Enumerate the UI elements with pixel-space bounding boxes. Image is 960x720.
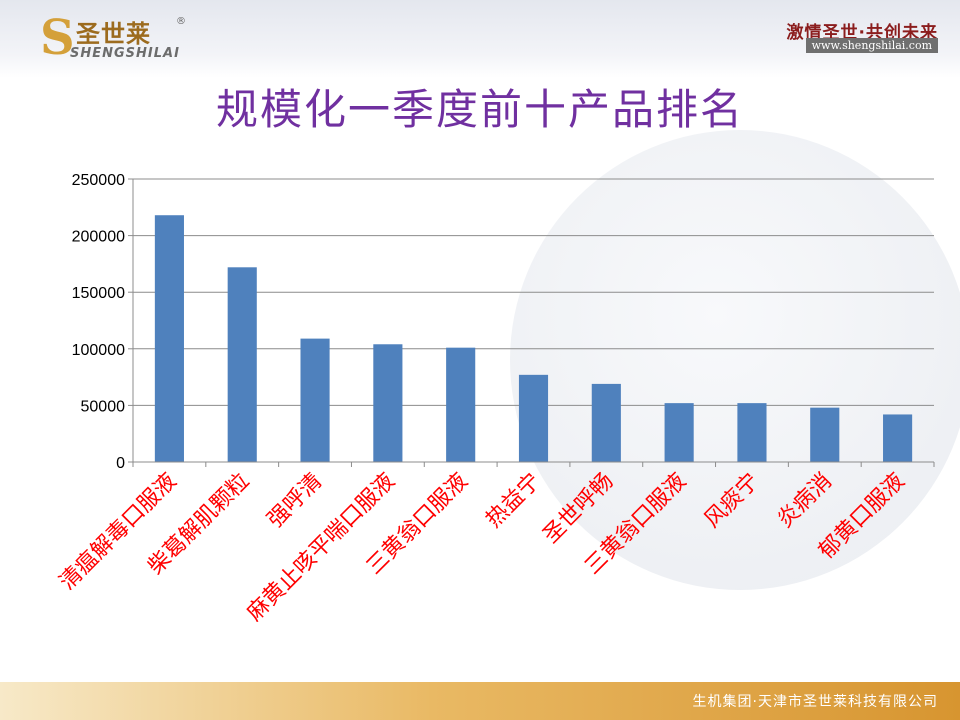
bar: [446, 347, 476, 462]
globe-watermark: [510, 130, 960, 590]
company-website: www.shengshilai.com: [805, 38, 938, 53]
header-band: [0, 0, 960, 78]
x-category-label: 热益宁: [481, 469, 545, 533]
bar: [591, 383, 621, 462]
bar: [227, 267, 257, 462]
y-tick-label: 250000: [72, 172, 125, 189]
bar: [883, 414, 913, 462]
y-tick-label: 50000: [81, 398, 126, 415]
bar: [518, 374, 549, 462]
bar: [154, 215, 184, 462]
logo-english-text: SHENGSHILAI: [70, 46, 180, 61]
bar-chart: 050000100000150000200000250000清瘟解毒口服液柴葛解…: [55, 130, 960, 626]
bar: [737, 403, 767, 462]
registered-mark: ®: [176, 16, 186, 27]
logo-chinese-text: 圣世莱: [76, 20, 151, 48]
y-tick-label: 100000: [72, 342, 125, 359]
y-tick-label: 0: [116, 455, 125, 472]
slide-title: 规模化一季度前十产品排名: [215, 85, 744, 134]
footer-company-name: 生机集团·天津市圣世莱科技有限公司: [692, 694, 938, 710]
bar: [373, 344, 403, 462]
x-category-label: 强呼清: [263, 469, 327, 533]
logo-s-mark: S: [40, 10, 75, 66]
bar: [300, 338, 330, 462]
bar: [810, 407, 840, 462]
company-logo: S 圣世莱 ® SHENGSHILAI: [40, 8, 200, 74]
bar: [664, 403, 694, 462]
footer-band: 生机集团·天津市圣世莱科技有限公司: [0, 682, 960, 720]
y-tick-label: 200000: [72, 229, 125, 246]
y-tick-label: 150000: [72, 285, 125, 302]
